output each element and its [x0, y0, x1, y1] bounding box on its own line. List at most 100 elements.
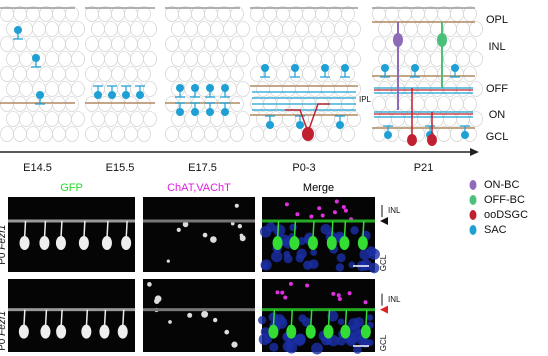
- ds-soma: [302, 127, 314, 141]
- micrograph: [259, 197, 380, 274]
- cell-outline: [276, 66, 290, 82]
- cell: [280, 290, 285, 295]
- cell-outline: [45, 81, 59, 97]
- row-label-part: Fezf1: [0, 311, 8, 336]
- cell-outline: [137, 126, 151, 142]
- gfp-soma: [305, 324, 316, 339]
- ds-soma: [427, 134, 437, 146]
- cell: [176, 227, 181, 232]
- cell: [166, 259, 170, 263]
- cell-outline: [230, 36, 244, 52]
- cell: [187, 312, 193, 318]
- cell-outline: [295, 51, 309, 67]
- cell-outline: [19, 111, 33, 127]
- cell-outline: [91, 51, 105, 67]
- image-bg: [8, 197, 135, 272]
- sac-dendrite: [340, 68, 350, 78]
- cell-outline: [58, 21, 72, 37]
- stage-label: E15.5: [106, 162, 135, 174]
- gfp-cell: [343, 220, 347, 240]
- sac-dendrite: [220, 88, 230, 98]
- nucleus: [368, 262, 380, 274]
- nucleus: [353, 317, 365, 328]
- gfp-soma: [286, 324, 297, 339]
- gfp-soma: [55, 236, 66, 250]
- sac-dendrite: [410, 68, 420, 78]
- gfp-cell: [44, 309, 48, 328]
- sac-dendrite: [205, 102, 215, 112]
- cell-outline: [45, 51, 59, 67]
- nucleus: [349, 324, 361, 336]
- cell-outline: [45, 111, 59, 127]
- cell-outline: [236, 81, 250, 97]
- cell-outline: [250, 126, 264, 142]
- gfp-cell: [85, 309, 89, 328]
- cell-outline: [117, 51, 131, 67]
- legend-label: OFF-BC: [484, 194, 525, 206]
- cell-outline: [263, 36, 277, 52]
- cell: [320, 213, 325, 218]
- cell-outline: [398, 96, 412, 112]
- cell-outline: [230, 126, 244, 142]
- cell-outline: [19, 81, 33, 97]
- cell-outline: [411, 36, 425, 52]
- cell-outline: [217, 66, 231, 82]
- micrograph: [143, 197, 255, 272]
- nucleus: [348, 261, 356, 269]
- gfp-cell: [362, 220, 365, 240]
- cell: [363, 300, 368, 305]
- column-header: GFP: [60, 182, 83, 194]
- cell-outline: [443, 81, 457, 97]
- layer-label: INL: [488, 41, 505, 53]
- cell-outline: [184, 51, 198, 67]
- cell-outline: [463, 36, 477, 52]
- sac-dendrite: [290, 68, 300, 78]
- row-label: P0 Fezf1GFP/GFP: [0, 280, 8, 351]
- cell-outline: [269, 81, 283, 97]
- cell: [275, 290, 280, 295]
- cell-outline: [32, 111, 46, 127]
- cell-outline: [347, 21, 361, 37]
- cell-outline: [334, 21, 348, 37]
- band: [8, 308, 135, 312]
- cell-outline: [404, 81, 418, 97]
- cell-outline: [117, 21, 131, 37]
- cell-outline: [111, 36, 125, 52]
- side-label: INL: [388, 295, 401, 304]
- cell-outline: [130, 111, 144, 127]
- cell: [231, 341, 238, 348]
- cell-outline: [143, 111, 157, 127]
- gfp-soma: [18, 324, 29, 339]
- sac-dendrite: [93, 85, 103, 95]
- cell-outline: [250, 36, 264, 52]
- nucleus: [366, 314, 374, 321]
- cell-outline: [143, 81, 157, 97]
- cell-outline: [98, 96, 112, 112]
- ds-dendrite: [285, 103, 330, 133]
- cell: [212, 317, 218, 323]
- legend-swatch: [469, 180, 477, 190]
- cell-outline: [463, 96, 477, 112]
- nucleus: [257, 315, 267, 325]
- cell-outline: [204, 126, 218, 142]
- cell-outline: [321, 111, 335, 127]
- cell-outline: [282, 21, 296, 37]
- gfp-soma: [81, 324, 92, 339]
- side-label: GCL: [379, 334, 388, 351]
- cell-outline: [39, 66, 53, 82]
- band: [143, 308, 255, 312]
- nucleus: [301, 317, 312, 327]
- gfp-cell: [290, 309, 294, 328]
- cell: [288, 281, 293, 286]
- cell-outline: [450, 36, 464, 52]
- side-label: INL: [388, 206, 401, 215]
- row-label-part: GFP/+: [0, 204, 2, 224]
- cell-outline: [372, 96, 386, 112]
- nucleus: [336, 253, 346, 263]
- micrograph: [143, 279, 255, 352]
- sac-dendrite: [135, 85, 145, 95]
- gfp-soma: [357, 236, 368, 250]
- sac-dendrite: [450, 68, 460, 78]
- sac-dendrite: [380, 68, 390, 78]
- gfp-soma: [101, 236, 112, 250]
